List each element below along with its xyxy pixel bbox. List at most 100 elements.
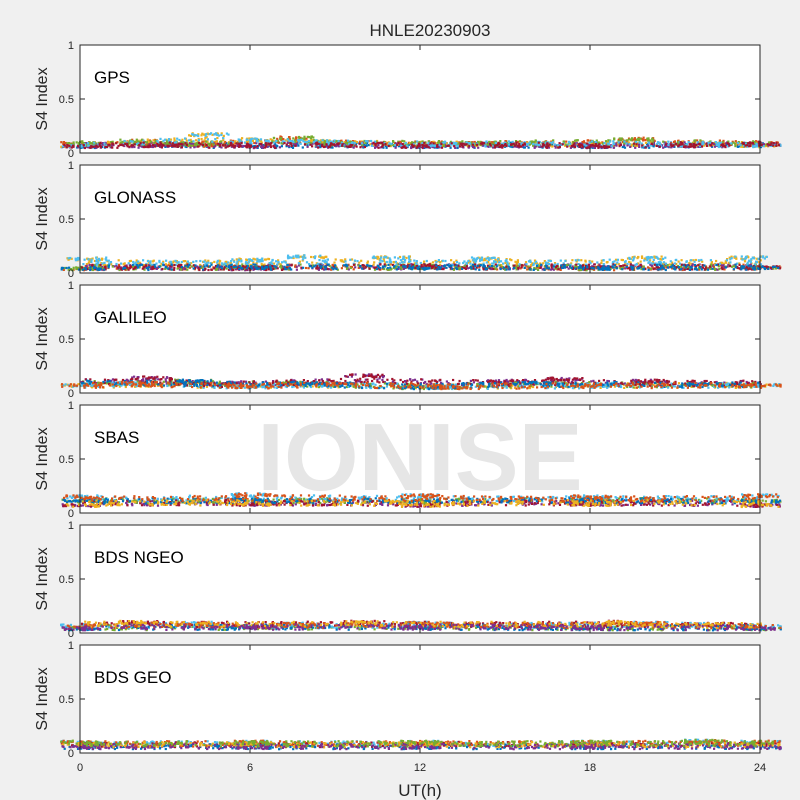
- data-point: [614, 142, 617, 145]
- data-point: [374, 143, 377, 146]
- data-point: [644, 146, 647, 149]
- data-point: [586, 139, 589, 142]
- data-point: [599, 141, 602, 144]
- data-point: [318, 145, 321, 148]
- data-point: [364, 141, 367, 145]
- data-point: [717, 145, 720, 149]
- data-point: [205, 143, 208, 146]
- data-point: [650, 256, 653, 259]
- data-point: [318, 259, 321, 262]
- y-tick-label: 1: [68, 40, 74, 52]
- data-point: [749, 144, 752, 148]
- data-point: [323, 139, 326, 143]
- data-point: [307, 267, 310, 270]
- data-point: [421, 142, 424, 145]
- data-point: [133, 266, 136, 270]
- data-point: [514, 144, 517, 147]
- data-point: [110, 141, 113, 144]
- data-point: [725, 259, 728, 262]
- data-point: [180, 264, 183, 267]
- data-point: [413, 141, 416, 144]
- data-point: [493, 260, 496, 263]
- data-point: [284, 261, 287, 264]
- data-point: [743, 144, 746, 147]
- data-point: [122, 263, 125, 266]
- data-point: [169, 138, 173, 141]
- data-point: [659, 144, 663, 147]
- data-point: [384, 143, 387, 146]
- data-point: [373, 261, 376, 264]
- data-point: [329, 143, 332, 146]
- data-point: [264, 145, 267, 148]
- data-point: [117, 144, 120, 148]
- data-point: [515, 143, 518, 146]
- data-point: [173, 145, 176, 148]
- data-point: [677, 142, 680, 145]
- data-point: [227, 261, 230, 264]
- data-point: [670, 146, 673, 149]
- data-point: [681, 268, 684, 272]
- data-point: [595, 145, 598, 148]
- data-point: [352, 268, 355, 271]
- data-point: [554, 266, 558, 269]
- data-point: [192, 144, 195, 147]
- data-point: [283, 140, 286, 143]
- data-point: [657, 261, 660, 264]
- data-point: [99, 141, 102, 144]
- data-point: [94, 142, 97, 145]
- data-point: [346, 142, 349, 145]
- data-point: [364, 140, 367, 143]
- data-point: [127, 266, 130, 269]
- data-point: [62, 268, 65, 271]
- data-point: [742, 263, 745, 266]
- data-point: [502, 145, 505, 148]
- data-point: [184, 267, 187, 270]
- data-point: [465, 265, 468, 268]
- data-point: [443, 140, 447, 143]
- data-point: [350, 144, 353, 147]
- data-point: [111, 146, 114, 149]
- data-point: [200, 142, 203, 145]
- data-point: [82, 146, 85, 149]
- data-point: [575, 141, 578, 145]
- data-point: [115, 267, 118, 270]
- data-point: [455, 142, 458, 145]
- data-point: [585, 142, 588, 145]
- data-point: [207, 133, 210, 136]
- data-point: [405, 256, 408, 260]
- data-point: [90, 260, 93, 263]
- data-point: [387, 144, 390, 148]
- data-point: [237, 258, 240, 262]
- data-point: [189, 146, 192, 149]
- data-point: [547, 259, 550, 262]
- data-point: [166, 142, 169, 145]
- data-point: [650, 142, 653, 145]
- data-point: [358, 142, 361, 145]
- data-point: [580, 144, 583, 147]
- data-point: [289, 142, 292, 145]
- data-point: [401, 142, 404, 146]
- data-point: [372, 141, 375, 145]
- data-point: [81, 266, 84, 269]
- data-point: [229, 140, 232, 143]
- data-point: [354, 140, 357, 143]
- data-point: [628, 143, 631, 146]
- data-point: [160, 142, 163, 146]
- data-point: [326, 268, 329, 271]
- data-point: [649, 267, 653, 270]
- data-point: [208, 133, 211, 136]
- data-point: [597, 146, 600, 149]
- y-tick-label: 0: [68, 148, 74, 160]
- data-point: [286, 139, 290, 142]
- data-point: [286, 141, 289, 144]
- data-point: [141, 267, 144, 270]
- data-point: [649, 140, 652, 143]
- data-point: [475, 143, 479, 146]
- data-point: [619, 143, 622, 146]
- data-point: [460, 142, 463, 145]
- data-point: [206, 138, 209, 141]
- data-point: [600, 262, 603, 265]
- data-point: [730, 142, 733, 145]
- data-point: [524, 261, 528, 264]
